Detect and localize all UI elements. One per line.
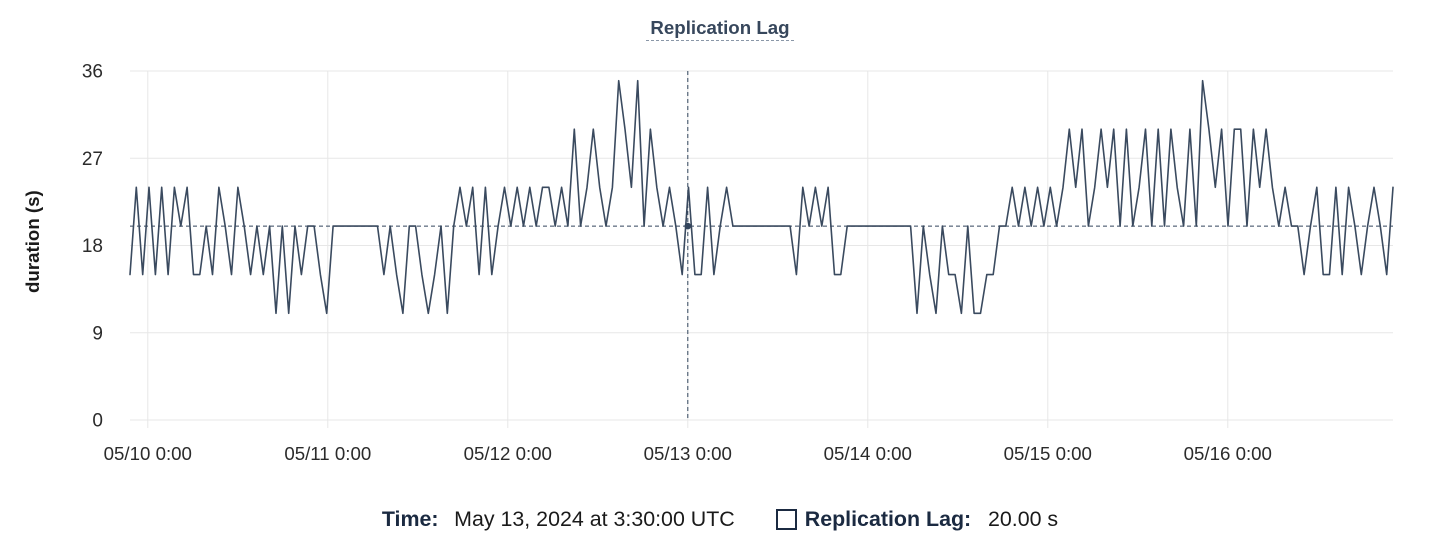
svg-text:05/12 0:00: 05/12 0:00 <box>464 443 552 464</box>
svg-text:05/16 0:00: 05/16 0:00 <box>1184 443 1272 464</box>
svg-text:05/13 0:00: 05/13 0:00 <box>644 443 732 464</box>
svg-text:05/10 0:00: 05/10 0:00 <box>104 443 192 464</box>
svg-text:05/15 0:00: 05/15 0:00 <box>1004 443 1092 464</box>
svg-text:18: 18 <box>82 236 103 257</box>
svg-text:05/14 0:00: 05/14 0:00 <box>824 443 912 464</box>
svg-text:05/11 0:00: 05/11 0:00 <box>284 443 371 464</box>
svg-text:0: 0 <box>92 411 103 432</box>
svg-text:27: 27 <box>82 149 103 170</box>
svg-text:9: 9 <box>92 323 103 344</box>
svg-text:36: 36 <box>82 62 103 83</box>
